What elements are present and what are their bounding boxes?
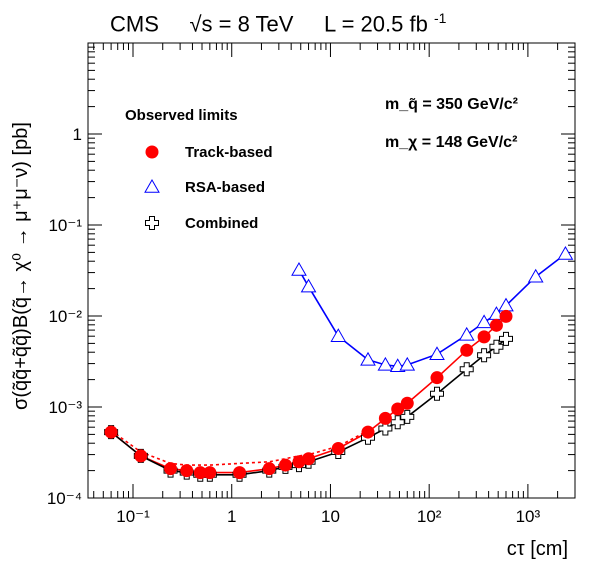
legend-label-combined: Combined bbox=[185, 215, 259, 232]
data-point-track-based bbox=[203, 466, 217, 480]
curve-rsa-based bbox=[298, 253, 566, 368]
data-point-track-based bbox=[278, 458, 292, 472]
experiment-label: CMS bbox=[110, 11, 159, 37]
data-point-rsa-based bbox=[476, 314, 492, 329]
lumi-label: L = 20.5 fb bbox=[324, 11, 428, 37]
chi-mass-annotation: m_χ = 148 GeV/c² bbox=[385, 134, 518, 151]
data-point-track-based bbox=[262, 462, 276, 476]
y-tick-label: 10⁻² bbox=[48, 307, 82, 326]
data-point-rsa-based bbox=[399, 356, 416, 371]
data-point-rsa-based bbox=[330, 328, 347, 342]
lumi-exponent: -1 bbox=[433, 10, 447, 26]
data-point-track-based bbox=[180, 464, 194, 478]
x-tick-label: 10³ bbox=[516, 507, 541, 526]
data-point-track-based bbox=[193, 466, 207, 480]
data-point-track-based bbox=[331, 441, 345, 455]
energy-label: √s = 8 TeV bbox=[189, 11, 294, 37]
plot-frame bbox=[87, 42, 576, 499]
data-point-rsa-based bbox=[291, 262, 307, 276]
legend-marker-combined bbox=[145, 216, 159, 230]
data-point-combined bbox=[378, 421, 393, 436]
data-point-track-based bbox=[391, 402, 405, 416]
data-point-track-based bbox=[378, 411, 392, 425]
data-point-rsa-based bbox=[458, 326, 475, 341]
data-point-track-based bbox=[400, 396, 414, 410]
y-axis-label: σ(q̃q̃+q̃q̃)B(q̃→ χ⁰ → μ⁺μ⁻ν) [pb] bbox=[10, 122, 32, 410]
data-point-rsa-based bbox=[360, 351, 376, 366]
data-point-track-based bbox=[233, 466, 247, 480]
x-tick-label: 1 bbox=[227, 507, 236, 526]
data-point-combined bbox=[498, 331, 513, 346]
squark-mass-annotation: m_q̃ = 350 GeV/c² bbox=[385, 96, 518, 113]
data-point-track-based bbox=[134, 449, 148, 463]
data-point-rsa-based bbox=[429, 346, 445, 360]
data-point-rsa-based bbox=[377, 356, 394, 371]
curve-track-based bbox=[110, 315, 507, 474]
chart-header: CMS √s = 8 TeV L = 20.5 fb -1 bbox=[110, 10, 446, 37]
legend-header: Observed limits bbox=[125, 107, 238, 124]
data-point-rsa-based bbox=[557, 245, 574, 260]
y-tick-label: 10⁻³ bbox=[48, 398, 82, 417]
data-point-track-based bbox=[477, 330, 491, 344]
data-point-track-based bbox=[499, 309, 513, 323]
x-tick-label: 10⁻¹ bbox=[116, 507, 150, 526]
data-point-track-based bbox=[164, 462, 178, 476]
data-point-track-based bbox=[489, 318, 503, 332]
data-point-rsa-based bbox=[527, 268, 544, 283]
data-point-combined bbox=[459, 362, 474, 377]
data-point-track-based bbox=[104, 425, 118, 439]
y-tick-label: 10⁻¹ bbox=[48, 216, 82, 235]
x-tick-label: 10² bbox=[417, 507, 442, 526]
legend-marker-track-based bbox=[145, 145, 159, 159]
data-point-combined bbox=[489, 339, 504, 354]
legend-label-track: Track-based bbox=[185, 144, 273, 161]
legend-marker-rsa-based bbox=[144, 178, 160, 193]
data-point-combined bbox=[429, 386, 444, 401]
y-tick-label: 10⁻⁴ bbox=[47, 489, 82, 508]
x-axis-label: cτ [cm] bbox=[506, 538, 568, 560]
legend-label-rsa: RSA-based bbox=[185, 179, 266, 196]
data-point-track-based bbox=[302, 452, 316, 466]
data-point-track-based bbox=[430, 371, 444, 385]
y-tick-label: 1 bbox=[73, 125, 82, 144]
data-point-track-based bbox=[460, 343, 474, 357]
x-tick-label: 10 bbox=[321, 507, 340, 526]
data-point-track-based bbox=[361, 425, 375, 439]
data-point-rsa-based bbox=[300, 278, 317, 293]
data-point-combined bbox=[477, 348, 492, 363]
